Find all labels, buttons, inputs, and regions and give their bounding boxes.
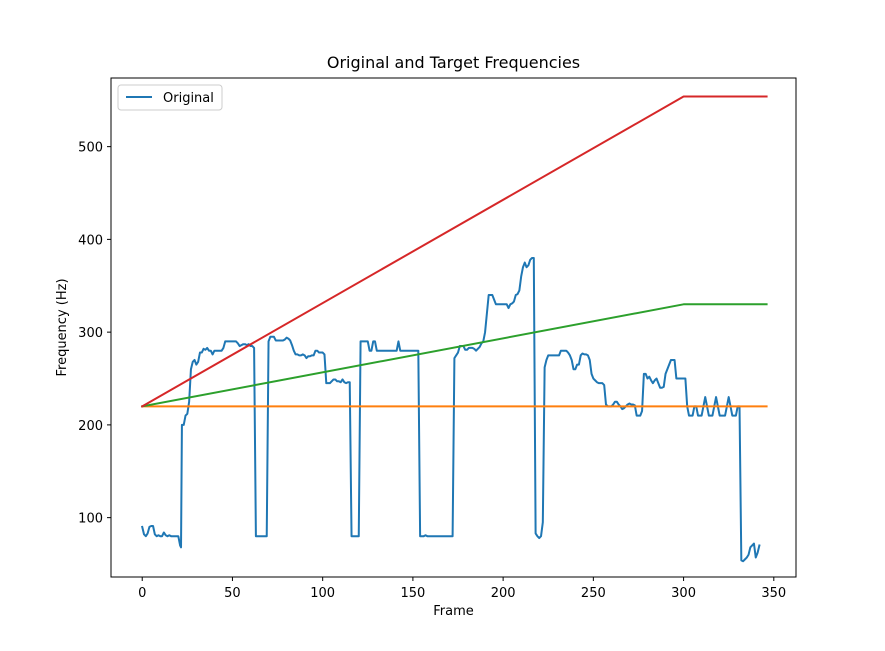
x-tick-label: 250 — [581, 586, 606, 601]
x-axis-label: Frame — [433, 604, 474, 619]
y-tick-label: 500 — [78, 141, 103, 156]
y-tick-label: 400 — [78, 233, 103, 248]
x-tick-label: 350 — [761, 586, 786, 601]
series-layer — [140, 95, 768, 563]
x-axis-ticks: 0 50 100 150 200 250 300 350 — [138, 577, 786, 601]
x-tick-label: 50 — [224, 586, 241, 601]
x-tick-label: 200 — [491, 586, 516, 601]
y-tick-label: 100 — [78, 512, 103, 527]
y-tick-label: 200 — [78, 419, 103, 434]
y-axis-label: Frequency (Hz) — [55, 278, 70, 376]
legend-box — [117, 84, 223, 111]
y-axis-ticks: 100 200 300 400 500 — [78, 141, 111, 527]
legend-label: Original — [163, 91, 214, 106]
x-tick-label: 0 — [138, 586, 146, 601]
series-line-4 — [140, 95, 768, 408]
series-line-original — [141, 256, 761, 563]
x-tick-label: 150 — [400, 586, 425, 601]
x-tick-label: 300 — [671, 586, 696, 601]
legend: Original — [117, 84, 223, 111]
series-line-3 — [141, 303, 768, 408]
x-tick-label: 100 — [310, 586, 335, 601]
chart-title: Original and Target Frequencies — [327, 53, 580, 72]
plot-frame — [110, 77, 797, 578]
y-tick-label: 300 — [78, 326, 103, 341]
